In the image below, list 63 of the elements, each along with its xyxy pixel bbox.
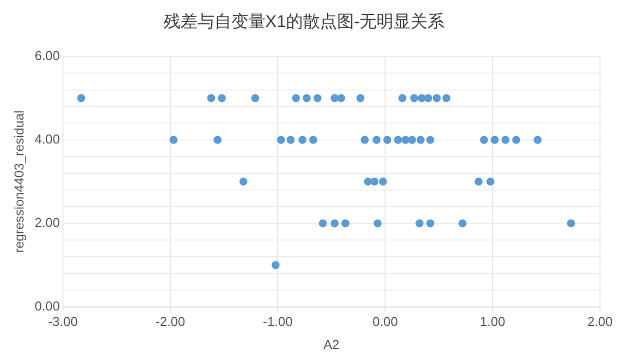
point <box>77 94 86 102</box>
point <box>356 94 364 102</box>
y-tick-label: 6.00 <box>34 48 60 63</box>
point <box>309 136 318 144</box>
point <box>341 219 350 228</box>
point <box>364 178 372 186</box>
y-axis-title: regression4403_residual <box>11 110 26 253</box>
point <box>292 94 300 102</box>
x-axis-title: A2 <box>324 336 340 352</box>
point <box>432 94 441 102</box>
point <box>218 94 226 102</box>
x-tick-label: -2.00 <box>156 314 186 330</box>
x-tick-label: -1.00 <box>262 314 293 330</box>
point <box>490 136 499 144</box>
point <box>170 136 178 144</box>
chart-title: 残差与自变量X1的散点图-无明显关系 <box>163 12 445 31</box>
point <box>374 219 382 228</box>
point <box>360 136 369 144</box>
point <box>318 219 327 228</box>
point <box>512 136 520 144</box>
x-tick-label: -3.00 <box>48 314 78 330</box>
point <box>272 261 280 270</box>
point <box>207 94 216 102</box>
point <box>534 136 542 144</box>
point <box>416 136 425 144</box>
point <box>408 136 416 144</box>
point <box>410 94 418 102</box>
y-tick-label: 2.00 <box>34 214 60 230</box>
point <box>214 136 222 144</box>
point <box>276 136 285 144</box>
point <box>426 136 434 144</box>
point <box>474 178 483 186</box>
point <box>486 178 494 186</box>
y-tick-label: 4.00 <box>34 131 60 146</box>
point <box>383 136 392 144</box>
x-tick-label: 2.00 <box>587 314 613 330</box>
point <box>286 136 295 144</box>
point <box>298 136 306 144</box>
y-tick-label: 0.00 <box>34 298 60 314</box>
point <box>416 219 424 228</box>
x-tick-label: 1.00 <box>480 314 506 330</box>
x-tick-label: 0.00 <box>372 314 398 330</box>
point <box>458 219 467 228</box>
point <box>566 219 575 228</box>
point <box>330 94 339 102</box>
point <box>372 136 381 144</box>
point <box>418 94 426 102</box>
point <box>379 178 388 186</box>
point <box>426 219 434 228</box>
point <box>337 94 346 102</box>
point <box>398 94 406 102</box>
point <box>424 94 432 102</box>
point <box>402 136 410 144</box>
point <box>442 94 450 102</box>
point <box>501 136 510 144</box>
point <box>239 178 248 186</box>
point <box>394 136 402 144</box>
point <box>302 94 311 102</box>
point <box>251 94 260 102</box>
point <box>330 219 339 228</box>
point <box>313 94 322 102</box>
point <box>370 178 378 186</box>
point <box>480 136 488 144</box>
